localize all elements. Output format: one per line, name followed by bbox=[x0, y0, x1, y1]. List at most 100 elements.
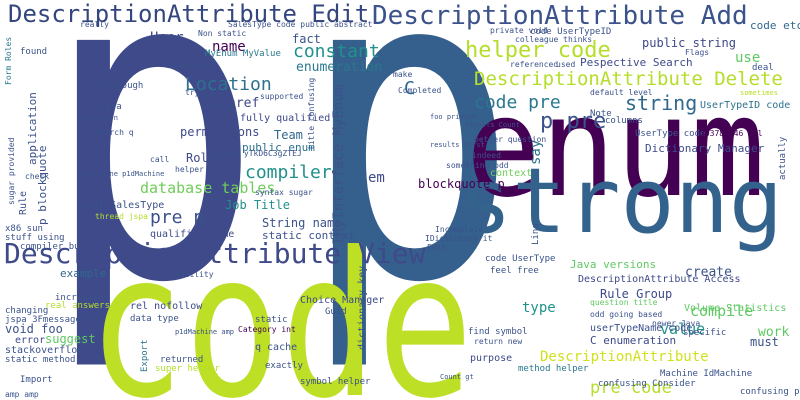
word: Job Title bbox=[225, 198, 290, 212]
word: p bbox=[299, 0, 519, 377]
word: static bbox=[255, 315, 288, 325]
word: better question bbox=[474, 135, 546, 144]
word: confusing Consider bbox=[598, 379, 696, 389]
word: odd going based bbox=[590, 310, 662, 319]
word: Incomplete bbox=[435, 225, 483, 234]
word: find symbol bbox=[468, 327, 528, 337]
word: call bbox=[150, 155, 169, 164]
word: Rule bbox=[18, 191, 29, 215]
word: fact bbox=[292, 32, 321, 46]
word: rel nofollow bbox=[130, 301, 203, 312]
word: amp amp bbox=[5, 390, 39, 399]
word: Volume Statistics bbox=[684, 303, 786, 314]
word: p1dMachine amp bbox=[175, 328, 234, 336]
word: stackoverflow bbox=[5, 345, 84, 356]
word: C enumeration bbox=[590, 334, 676, 347]
word: Java bbox=[100, 102, 122, 112]
word: IMyInterface MyEnum bbox=[331, 85, 347, 245]
word: Flags bbox=[685, 48, 709, 57]
word: void foo bbox=[5, 322, 63, 336]
word: Pespective Search bbox=[580, 56, 693, 69]
word: qualified name bbox=[150, 229, 234, 240]
word: Linq bbox=[531, 223, 541, 245]
word: database tables bbox=[140, 179, 275, 197]
word: code UserType bbox=[485, 254, 555, 264]
word: SalesType code public abstract bbox=[228, 20, 373, 29]
word: Count gt bbox=[440, 373, 474, 381]
word: Role bbox=[186, 151, 215, 165]
word: pre code bbox=[590, 378, 672, 398]
word: found bbox=[20, 47, 47, 57]
word: actually bbox=[778, 136, 788, 180]
word: Export bbox=[140, 339, 150, 372]
word: private void bbox=[490, 26, 548, 35]
word: title confusing bbox=[307, 78, 316, 150]
word: User bbox=[150, 30, 184, 46]
word: p pre bbox=[540, 109, 606, 134]
word: returned bbox=[160, 355, 203, 365]
word: method helper bbox=[518, 364, 589, 374]
word: enum bbox=[466, 67, 765, 228]
word: columns bbox=[605, 116, 643, 126]
word: super helper bbox=[155, 364, 221, 374]
word: colleague thinks bbox=[515, 35, 592, 44]
word: application bbox=[26, 92, 39, 165]
word: fully qualified bbox=[240, 113, 330, 124]
word: name bbox=[212, 39, 246, 55]
word: permissions bbox=[180, 125, 259, 139]
word: must bbox=[750, 335, 779, 349]
word: pre p bbox=[150, 207, 204, 228]
word: make bbox=[393, 70, 412, 79]
word: deal bbox=[752, 63, 774, 73]
word: DescriptionAttribute View bbox=[4, 237, 426, 270]
word: string bbox=[625, 91, 697, 115]
word: Dictionary Manager bbox=[645, 142, 765, 155]
word: static method bbox=[5, 355, 75, 365]
word: 303780246 rel bbox=[700, 129, 763, 138]
word: DescriptionAttribute bbox=[540, 349, 709, 365]
word: increasing bbox=[55, 293, 109, 303]
word: foo private bbox=[430, 113, 476, 121]
word: type bbox=[522, 300, 556, 316]
word: symbol helper bbox=[300, 377, 371, 387]
word: jspa 3FmessageID bbox=[5, 315, 92, 325]
word: compiler bug bbox=[20, 242, 85, 252]
word: return new bbox=[474, 337, 522, 346]
word: syntax sugar bbox=[255, 188, 313, 197]
word: data type bbox=[130, 314, 179, 324]
word: p bbox=[43, 0, 263, 377]
word: compile bbox=[690, 302, 753, 320]
word: value bbox=[660, 320, 705, 338]
word: Edit bbox=[427, 243, 446, 252]
word: real answers bbox=[45, 301, 110, 311]
word: dictionary key bbox=[357, 266, 368, 350]
word: Form Roles bbox=[4, 37, 13, 85]
word: static context bbox=[262, 229, 355, 242]
word: sometimes bbox=[740, 89, 778, 97]
word: Choice Manager bbox=[300, 295, 384, 306]
word: something odd bbox=[446, 161, 509, 170]
word: Category int bbox=[238, 325, 296, 334]
word: error bbox=[15, 335, 45, 346]
word: newer Java bbox=[652, 319, 700, 328]
word: helper bbox=[175, 165, 204, 174]
word: results Count bbox=[465, 121, 520, 129]
word: question title bbox=[590, 298, 658, 307]
word: C bbox=[404, 78, 415, 99]
word: exactly bbox=[265, 361, 304, 371]
word: blockquote p bbox=[418, 177, 505, 191]
word: code etc bbox=[750, 19, 800, 32]
word: Completed bbox=[398, 86, 442, 95]
word: create bbox=[685, 265, 732, 280]
word: confusing point bbox=[740, 387, 800, 397]
word: code SalesType bbox=[80, 200, 164, 211]
word: q cache bbox=[255, 342, 297, 353]
word: sugar provided bbox=[7, 137, 16, 205]
word: supported bbox=[260, 92, 304, 101]
word: UserType code bbox=[635, 129, 705, 139]
word: Import bbox=[20, 375, 53, 385]
word: DescriptionAttribute Delete bbox=[474, 68, 783, 90]
word: helper code bbox=[465, 38, 611, 63]
word: IDictionary it bbox=[425, 234, 493, 243]
word: Note bbox=[590, 109, 612, 119]
